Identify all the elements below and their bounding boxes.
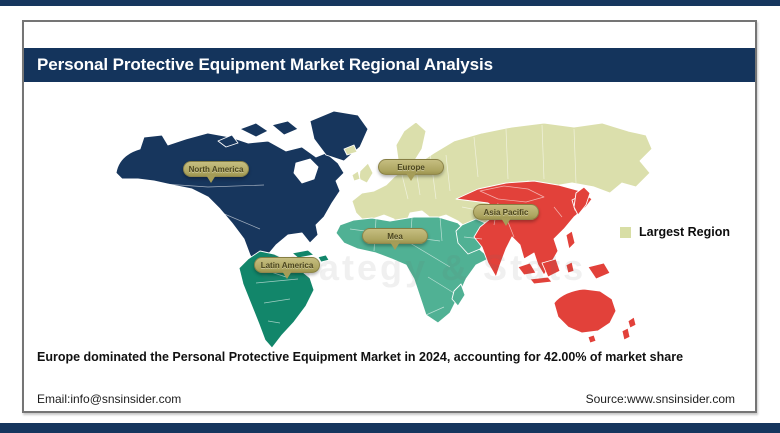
australia-shape [553,288,617,334]
map-label-text: Europe [397,163,425,172]
tasmania-shape [587,334,597,344]
map-label-north-america: North America [183,161,249,183]
map-label-latin-america: Latin America [254,257,320,279]
region-europe [343,121,653,234]
infographic-frame: Personal Protective Equipment Market Reg… [22,20,757,413]
borneo-shape [541,258,561,278]
label-pointer [501,218,511,226]
bottom-banner-strip [0,423,780,433]
map-label-text: Asia Pacific [483,208,529,217]
country-borders [121,124,577,324]
map-label-text: Latin America [260,261,314,270]
label-pointer [206,175,216,183]
greenland-shape [309,110,369,162]
new-guinea-shape [587,262,611,280]
arctic-island-shape [271,120,299,136]
madagascar-shape [451,283,466,307]
region-latin-america [238,249,330,349]
label-pointer [390,242,400,250]
label-pointer [282,271,292,279]
sumatra-shape [517,262,537,276]
summary-text: Europe dominated the Personal Protective… [37,350,684,364]
footer-email: Email:info@snsinsider.com [37,392,182,406]
region-north-america [115,110,369,266]
uk-shape [358,162,374,184]
legend: Largest Region [620,225,730,239]
new-zealand-shape [627,316,637,329]
ireland-shape [351,170,361,182]
eurasia-shape [351,121,653,234]
map-label-asia-pacific: Asia Pacific [473,204,539,226]
hudson-bay-shape [293,158,319,184]
footer-source: Source:www.snsinsider.com [585,392,735,406]
legend-label: Largest Region [639,225,730,239]
philippines-shape [565,230,576,250]
map-label-text: Mea [387,232,403,241]
title-bar: Personal Protective Equipment Market Reg… [24,48,755,82]
label-pointer [406,173,416,181]
world-map: Strategy & Stats [110,107,658,355]
hispaniola-shape [317,254,330,263]
map-label-europe: Europe [378,159,444,181]
arctic-island-shape [239,122,269,138]
iceland-shape [343,144,358,156]
page-title: Personal Protective Equipment Market Reg… [37,55,493,74]
top-banner-strip [0,0,780,6]
arctic-island-shape [217,134,239,148]
map-label-text: North America [188,165,244,174]
region-asia-pacific [455,180,637,344]
map-label-mea: Mea [362,228,428,250]
sulawesi-shape [565,261,575,274]
japan-shape [573,186,591,216]
legend-swatch [620,226,631,238]
region-north-america-shape [115,132,345,266]
java-shape [529,276,553,285]
new-zealand-shape [621,327,631,341]
cuba-shape [291,249,315,259]
